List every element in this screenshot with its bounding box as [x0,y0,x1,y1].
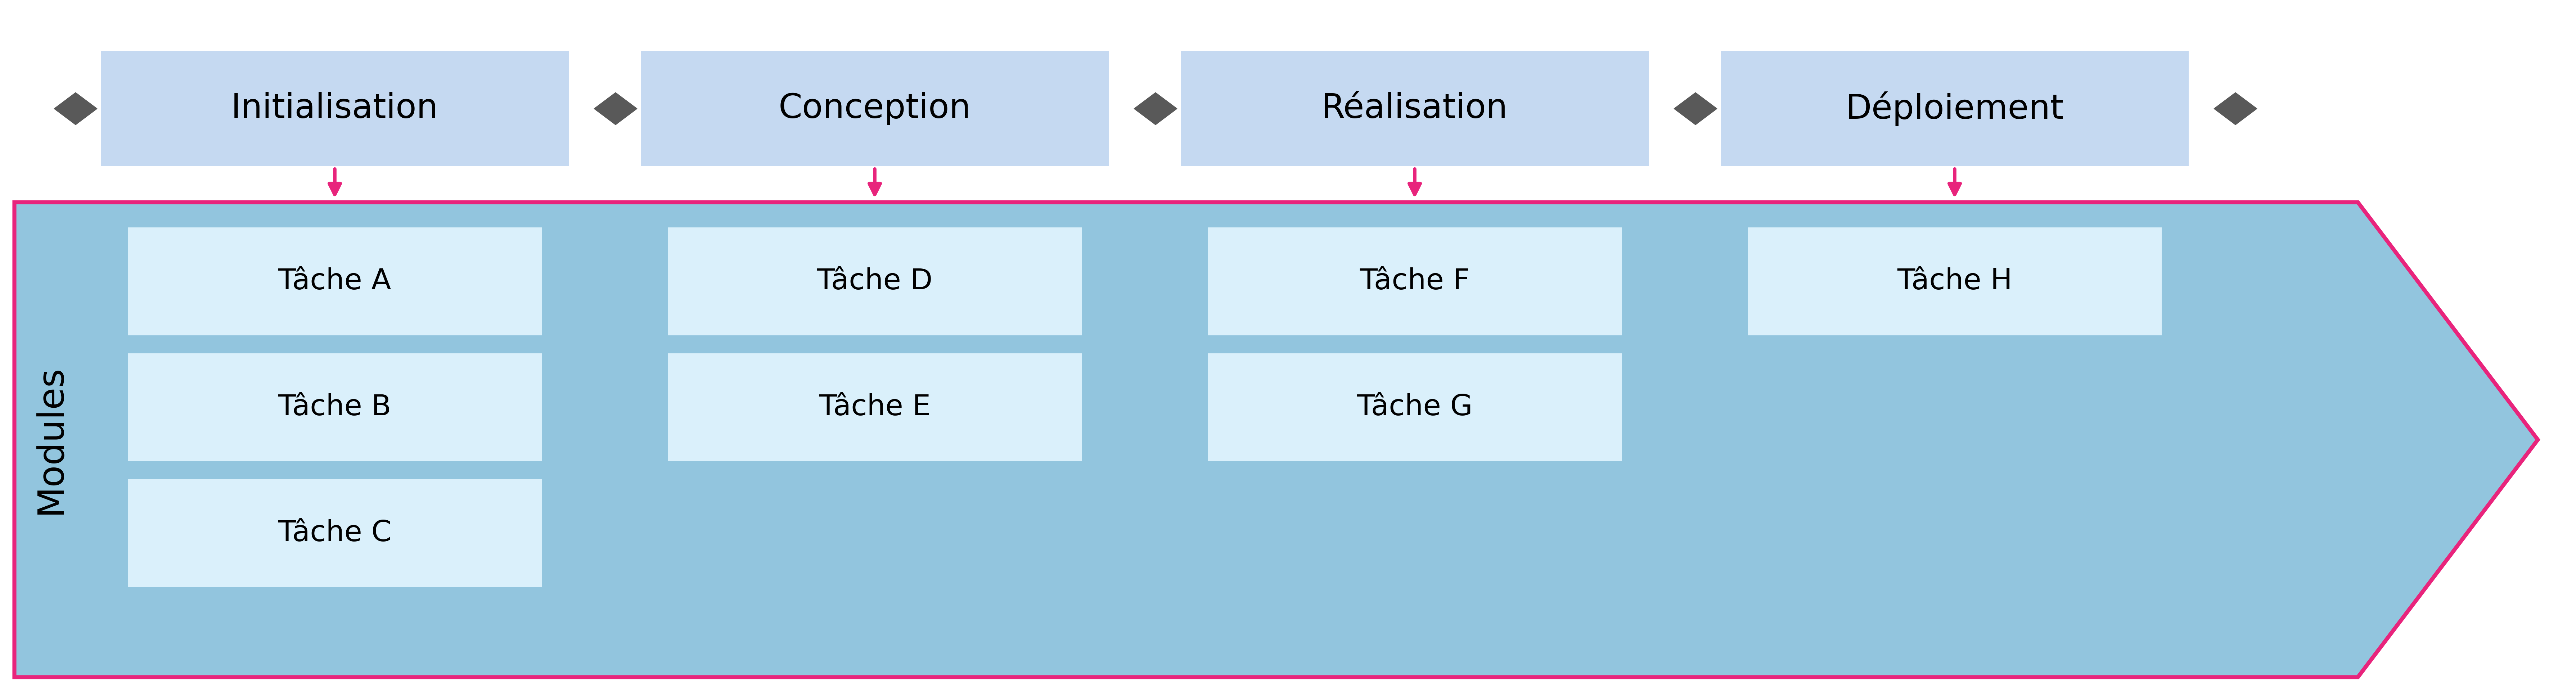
Text: Déploiement: Déploiement [1844,92,2063,126]
FancyBboxPatch shape [667,354,1082,462]
FancyBboxPatch shape [129,354,541,462]
FancyBboxPatch shape [1747,228,2161,335]
Text: Réalisation: Réalisation [1321,92,1507,125]
FancyBboxPatch shape [1180,51,1649,166]
Polygon shape [54,92,98,125]
FancyBboxPatch shape [1208,228,1623,335]
Text: Tâche G: Tâche G [1358,394,1473,421]
Text: Conception: Conception [778,92,971,125]
Polygon shape [1674,92,1718,125]
Polygon shape [595,92,636,125]
Polygon shape [15,202,2537,677]
FancyBboxPatch shape [1721,51,2190,166]
Text: Tâche A: Tâche A [278,268,392,295]
FancyBboxPatch shape [100,51,569,166]
FancyBboxPatch shape [641,51,1108,166]
Text: Initialisation: Initialisation [232,92,438,125]
Text: Modules: Modules [33,365,67,515]
Polygon shape [2213,92,2257,125]
FancyBboxPatch shape [1208,354,1623,462]
Text: Tâche E: Tâche E [819,394,930,421]
Text: Tâche B: Tâche B [278,394,392,421]
FancyBboxPatch shape [129,228,541,335]
FancyBboxPatch shape [667,228,1082,335]
Text: Tâche D: Tâche D [817,268,933,295]
Text: Tâche H: Tâche H [1896,268,2012,295]
Text: Tâche C: Tâche C [278,519,392,548]
FancyBboxPatch shape [129,480,541,588]
Polygon shape [1133,92,1177,125]
Text: Tâche F: Tâche F [1360,268,1471,295]
